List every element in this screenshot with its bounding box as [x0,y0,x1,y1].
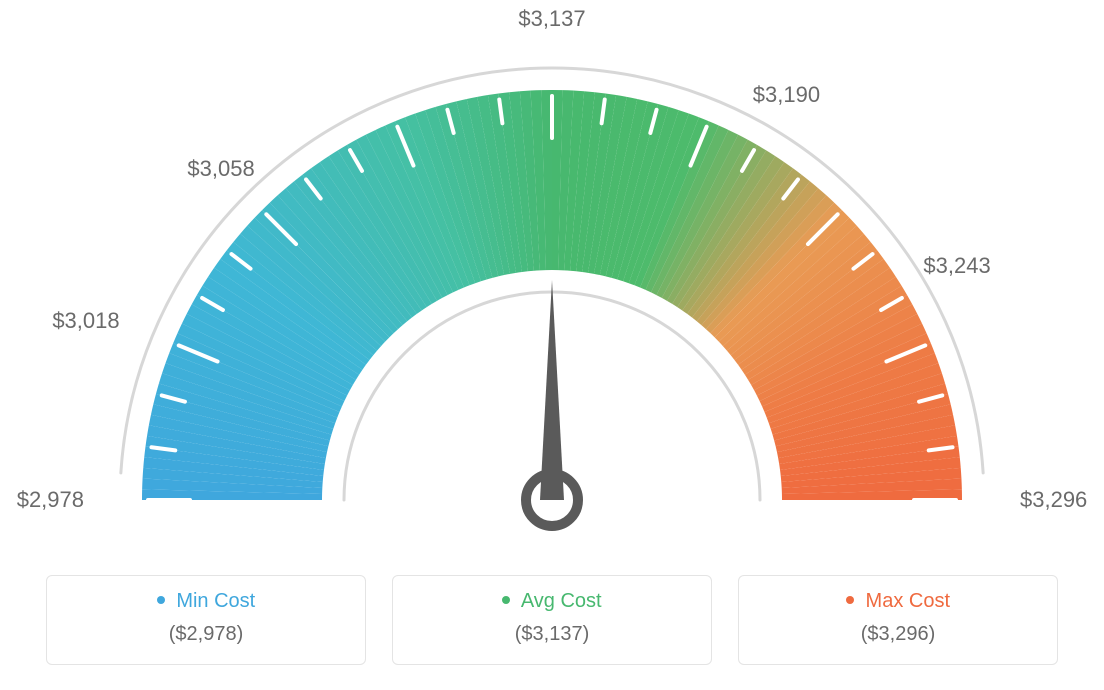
dot-icon [157,596,165,604]
dot-icon [846,596,854,604]
legend-value: ($2,978) [47,623,365,646]
legend-value: ($3,296) [739,623,1057,646]
legend-card-max: Max Cost ($3,296) [738,575,1058,665]
gauge-tick-label: $3,296 [1020,487,1087,513]
legend-row: Min Cost ($2,978) Avg Cost ($3,137) Max … [0,575,1104,665]
gauge-svg [0,0,1104,560]
legend-label: Min Cost [176,590,255,612]
legend-title-min: Min Cost [47,590,365,613]
legend-value: ($3,137) [393,623,711,646]
gauge-tick-label: $3,058 [187,156,254,182]
legend-title-max: Max Cost [739,590,1057,613]
cost-gauge-chart: { "gauge": { "type": "gauge", "angles_de… [0,0,1104,690]
gauge-tick-label: $3,018 [52,308,119,334]
legend-label: Avg Cost [521,590,602,612]
gauge-tick-label: $3,190 [753,82,820,108]
legend-title-avg: Avg Cost [393,590,711,613]
gauge-tick-label: $2,978 [17,487,84,513]
dot-icon [502,596,510,604]
gauge-tick-label: $3,137 [518,6,585,32]
legend-card-min: Min Cost ($2,978) [46,575,366,665]
gauge-area: $2,978 $3,018 $3,058 $3,137 $3,190 $3,243 $3,2… [0,0,1104,560]
legend-label: Max Cost [866,590,950,612]
gauge-tick-label: $3,243 [923,253,990,279]
legend-card-avg: Avg Cost ($3,137) [392,575,712,665]
